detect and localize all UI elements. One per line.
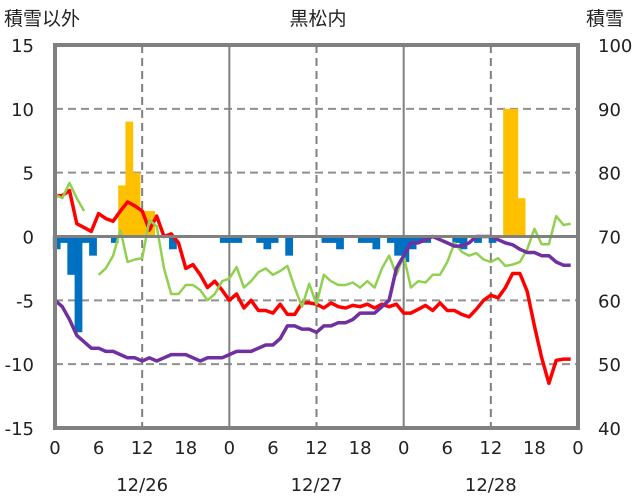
chart-title: 黒松内 (289, 8, 346, 30)
depth-change-bar (110, 236, 119, 243)
left-tick-label: -15 (5, 419, 34, 440)
depth-change-bar (256, 236, 264, 243)
x-tick-label: 6 (442, 438, 453, 459)
depth-change-bar (74, 236, 83, 333)
depth-change-bar (263, 236, 272, 250)
temperature-line (55, 188, 571, 386)
depth-change-bar (67, 236, 76, 275)
left-tick-label: 0 (23, 228, 34, 249)
depth-change-bar (328, 236, 337, 243)
depth-change-bar (227, 236, 235, 243)
x-tick-label: 12 (479, 438, 502, 459)
bars (52, 108, 526, 333)
depth-change-bar (372, 236, 381, 250)
snowfall-bar (139, 210, 148, 237)
x-tick-label: 12 (131, 438, 154, 459)
depth-change-bar (365, 236, 373, 243)
depth-change-bar (452, 236, 461, 243)
x-tick-label: 18 (523, 438, 546, 459)
depth-change-bar (357, 236, 366, 243)
x-tick-label: 18 (349, 438, 372, 459)
green-series-line (97, 214, 571, 308)
snowfall-bar (125, 121, 134, 237)
date-label: 12/26 (116, 475, 168, 496)
depth-change-bar (219, 236, 228, 243)
right-tick-label: 70 (598, 228, 621, 249)
left-tick-label: 5 (23, 164, 34, 185)
x-tick-label: 18 (174, 438, 197, 459)
depth-change-bar (169, 236, 177, 250)
right-tick-label: 100 (598, 36, 632, 57)
plot-frame (53, 43, 580, 430)
right-tick-label: 50 (598, 355, 621, 376)
x-tick-label: 0 (224, 438, 235, 459)
right-axis-label: 積雪 (586, 8, 624, 30)
date-label: 12/28 (465, 475, 517, 496)
right-tick-label: 60 (598, 291, 621, 312)
left-axis-label: 積雪以外 (4, 8, 80, 30)
x-tick-label: 0 (49, 438, 60, 459)
x-tick-label: 0 (398, 438, 409, 459)
green-series-line (54, 181, 86, 212)
depth-change-bar (270, 236, 279, 243)
snowfall-bar (510, 108, 519, 237)
snowfall-bar (132, 172, 141, 237)
x-tick-label: 6 (267, 438, 278, 459)
right-tick-label: 80 (598, 164, 621, 185)
snow-depth-line (53, 234, 571, 363)
plot-border (53, 43, 580, 430)
depth-change-bar (60, 236, 68, 243)
x-tick-label: 6 (93, 438, 104, 459)
depth-change-bar (234, 236, 243, 243)
x-tick-label: 12 (305, 438, 328, 459)
depth-change-bar (285, 236, 294, 256)
depth-change-bar (474, 236, 482, 243)
depth-change-bar (89, 236, 97, 256)
depth-change-bar (459, 236, 468, 250)
left-tick-label: 15 (11, 36, 34, 57)
depth-change-bar (386, 236, 395, 243)
snowfall-bar (503, 108, 511, 237)
snowfall-bar (517, 198, 526, 237)
left-tick-label: -10 (5, 355, 34, 376)
depth-change-bar (81, 236, 90, 243)
depth-change-bar (394, 236, 402, 256)
left-tick-label: -5 (16, 291, 34, 312)
x-tick-label: 0 (572, 438, 583, 459)
right-tick-label: 40 (598, 419, 621, 440)
left-tick-label: 10 (11, 100, 34, 121)
depth-change-bar (321, 236, 330, 243)
depth-change-bar (416, 236, 424, 243)
depth-change-bar (336, 236, 344, 250)
right-tick-label: 90 (598, 100, 621, 121)
depth-change-bar (488, 236, 497, 243)
date-label: 12/27 (291, 475, 343, 496)
